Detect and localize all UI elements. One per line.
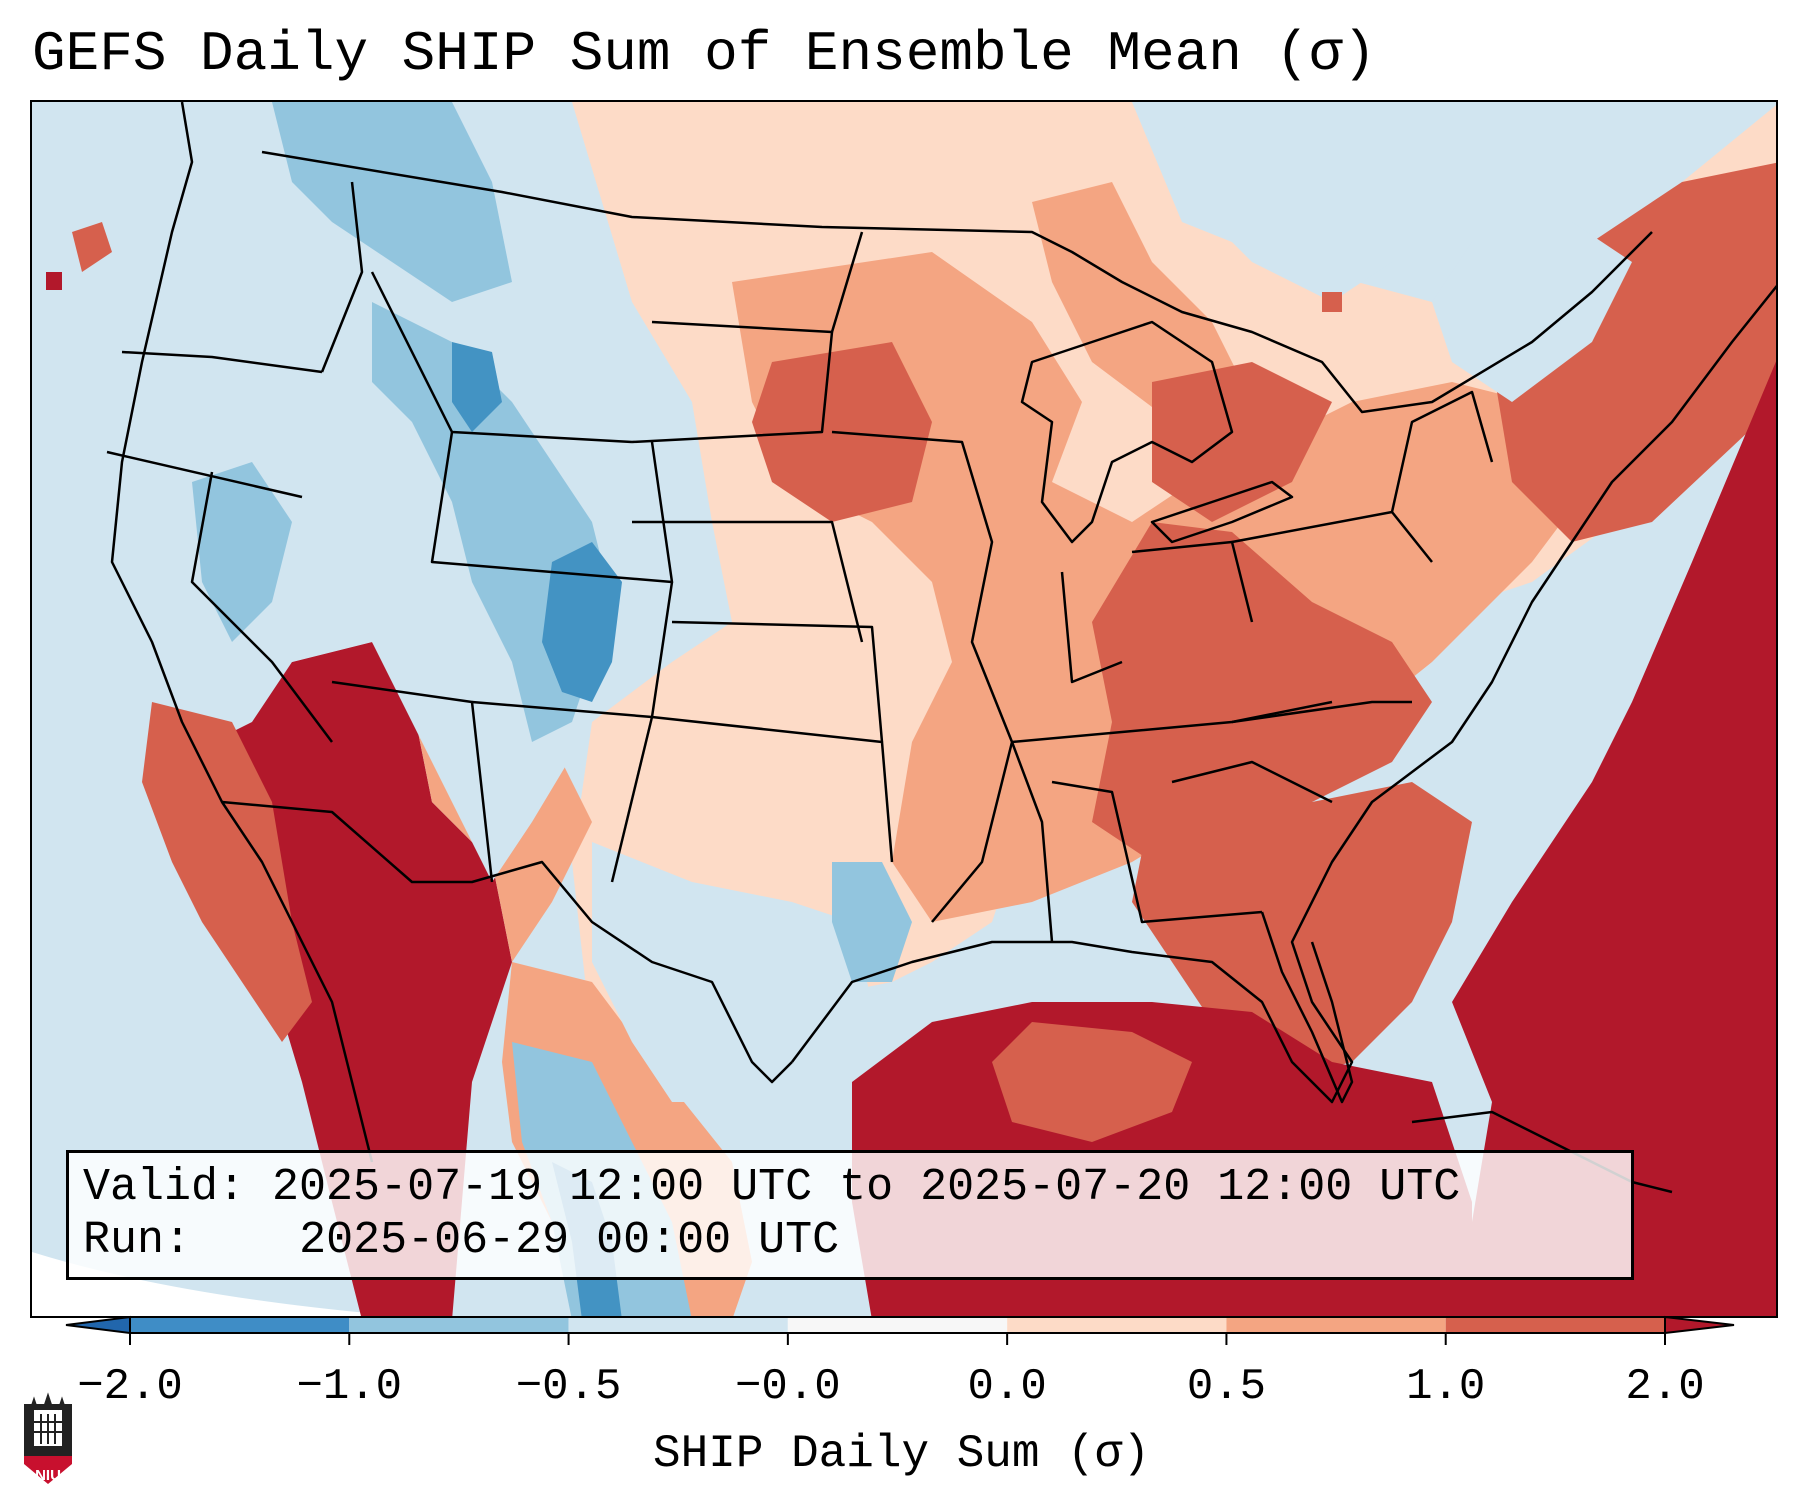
border-wa-or [121,350,323,374]
lake-erie [1150,480,1294,544]
colorbar-segment [1445,1317,1665,1333]
valid-value: 2025-07-19 12:00 UTC to 2025-07-20 12:00… [272,1162,1461,1213]
border-ne-states [1390,390,1494,513]
valid-label: Valid: [83,1162,246,1213]
niu-logo: NIU [20,1390,76,1486]
niu-logo-icon [24,1392,72,1484]
border-al-ga [1051,780,1263,924]
west-coast [110,102,374,1163]
colorbar-segment [130,1317,350,1333]
anomaly-region-pos-strong-ohio-valley [1092,522,1432,862]
border-nm-tx [610,716,654,883]
chart-title: GEFS Daily SHIP Sum of Ensemble Mean (σ) [32,22,1377,86]
anomaly-region-pos-mid-upper-midwest [1032,182,1252,422]
anomaly-region-pos-strong-great-lakes [1152,362,1332,522]
anomaly-region-neg-strong-idaho [452,342,502,432]
niu-logo-text: NIU [35,1467,61,1484]
colorbar-label: SHIP Daily Sum (σ) [653,1428,1150,1480]
colorbar-segment [568,1317,788,1333]
florida-peninsula [1260,911,1354,1104]
anomaly-region-pos-strong-gulf-inner [992,1022,1192,1142]
colorbar-tick-label: −0.5 [515,1362,622,1412]
gulf-coast [791,284,1776,1104]
border-ms-al [1010,741,1054,943]
colorbar-segment [1226,1317,1446,1333]
border-ca-nv [190,471,333,743]
anomaly-map [32,102,1776,1316]
anomaly-region-neg-weak-quebec [1432,222,1632,402]
validity-info-box: Valid: 2025-07-19 12:00 UTC to 2025-07-2… [66,1150,1634,1280]
anomaly-region-pos-strong-northeast [1492,162,1776,542]
anomaly-region-pos-strong-baja [142,702,312,1042]
colorbar [65,1315,1735,1345]
anomaly-region-pos-max-pacific-dot [46,272,62,290]
colorbar-extend-low [65,1315,131,1335]
anomaly-region-pos-strong-southeast [1132,782,1472,1082]
anomaly-region-pos-strong-ontario-spot [1322,292,1342,312]
border-ga-sc [1171,760,1333,804]
border-id-west [320,181,364,373]
border-ks-ok [671,620,884,743]
off-projection-area [32,1252,401,1316]
canada-us-border [261,150,1653,414]
anomaly-region-neg-mid-nevada [192,462,292,642]
colorbar-outline [129,1316,1666,1334]
colorbar-extend-high [1664,1315,1735,1335]
colorbar-tick-label: −1.0 [296,1362,403,1412]
us-mexico-border [221,800,793,1084]
colorbar-tick-label: 1.0 [1406,1362,1486,1412]
border-ne-ks [632,520,864,643]
colorbar-segment [1007,1317,1227,1333]
colorbar-segment [787,1317,1008,1333]
anomaly-region-pos-max-atlantic [1452,361,1776,1316]
run-row: Run: 2025-06-29 00:00 UTC [83,1214,1631,1267]
map-panel [30,100,1778,1318]
anomaly-region-pos-strong-pacific-spot [72,222,112,272]
border-mississippi [831,430,1014,923]
run-value: 2025-06-29 00:00 UTC [299,1215,840,1266]
valid-row: Valid: 2025-07-19 12:00 UTC to 2025-07-2… [83,1161,1631,1214]
border-plains-ns [631,331,834,444]
colorbar-segment [349,1317,569,1333]
border-ok-tx [651,715,894,863]
great-lakes-outline [1020,320,1234,544]
colorbar-tick-label: 0.5 [1186,1362,1267,1412]
anomaly-region-neg-strong-colorado [542,542,622,702]
border-wy [430,431,674,584]
colorbar-tick-label: −0.0 [735,1362,841,1412]
anomaly-region-neg-weak-texas [592,842,872,1102]
colorbar-tick-label: 2.0 [1625,1362,1705,1412]
anomaly-region-neg-mid-northwest [272,102,512,302]
political-borders [106,102,1776,1194]
colorbar-tick-label: 0.0 [967,1362,1047,1412]
border-or-ca [106,450,303,499]
colorbar-tick-label: −2.0 [77,1362,183,1412]
anomaly-region-neg-weak-canada-east [1182,102,1482,302]
anomaly-region-neg-mid-texas [832,862,912,982]
border-va-nc [1231,700,1412,724]
border-in-oh [1060,571,1123,684]
run-label: Run: [83,1215,192,1266]
